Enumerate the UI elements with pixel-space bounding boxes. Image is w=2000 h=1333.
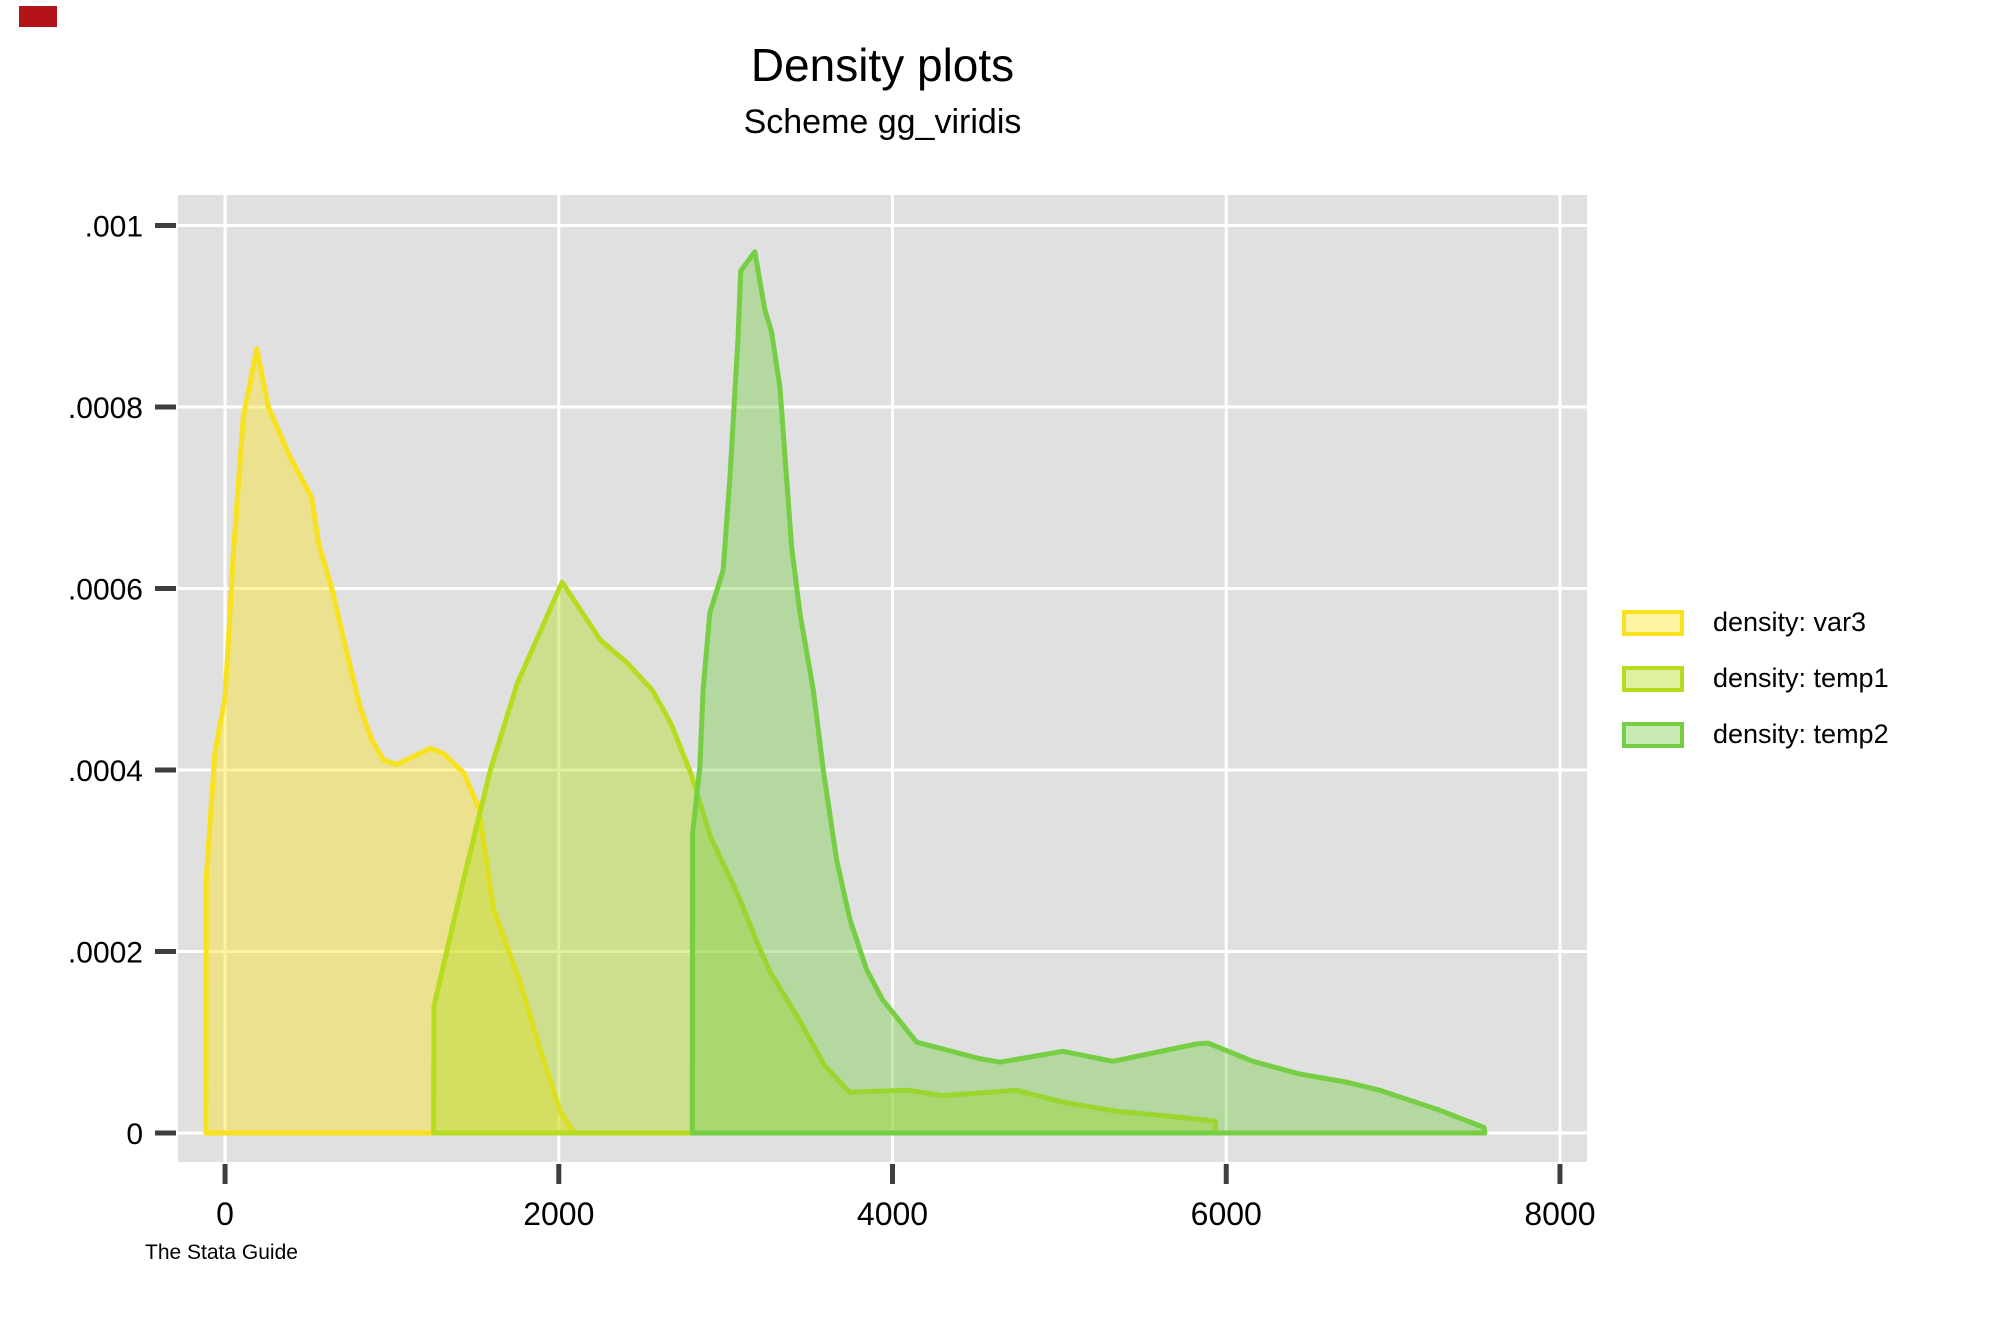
svg-text:.0002: .0002 xyxy=(68,936,143,969)
legend-label: density: temp2 xyxy=(1713,719,1889,749)
svg-text:.0004: .0004 xyxy=(68,755,143,788)
svg-text:0: 0 xyxy=(126,1118,143,1151)
svg-text:6000: 6000 xyxy=(1191,1196,1262,1232)
var3-swatch-icon xyxy=(1622,609,1684,636)
svg-text:.0008: .0008 xyxy=(68,392,143,425)
svg-text:2000: 2000 xyxy=(523,1196,594,1232)
page-subtitle: Scheme gg_viridis xyxy=(743,103,1022,141)
legend-item-var3: density: var3 xyxy=(1622,607,1889,637)
temp2-swatch-icon xyxy=(1622,721,1684,748)
legend: density: var3 density: temp1 density: te… xyxy=(1622,607,1889,749)
svg-text:.0006: .0006 xyxy=(68,573,143,606)
red-marker xyxy=(19,6,57,27)
temp1-swatch-icon xyxy=(1622,665,1684,692)
svg-text:0: 0 xyxy=(216,1196,234,1232)
svg-text:.001: .001 xyxy=(85,210,143,243)
legend-item-temp1: density: temp1 xyxy=(1622,663,1889,693)
svg-text:4000: 4000 xyxy=(857,1196,928,1232)
attribution-note: The Stata Guide xyxy=(145,1241,298,1264)
legend-label: density: temp1 xyxy=(1713,663,1889,693)
legend-item-temp2: density: temp2 xyxy=(1622,719,1889,749)
page-title: Density plots xyxy=(750,39,1015,91)
svg-text:8000: 8000 xyxy=(1524,1196,1595,1232)
legend-label: density: var3 xyxy=(1713,607,1867,637)
